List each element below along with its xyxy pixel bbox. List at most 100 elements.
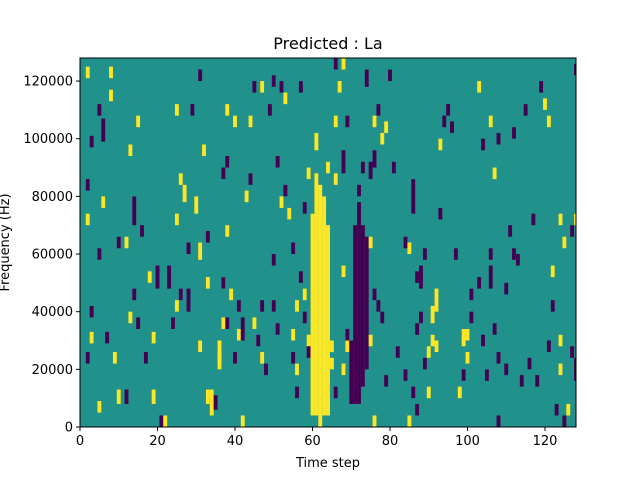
heatmap-cell [469, 288, 474, 301]
heatmap-cell [225, 225, 230, 237]
heatmap-cell [357, 184, 361, 197]
heatmap-cell [298, 271, 303, 283]
heatmap-cell [368, 161, 373, 180]
y-tick-label: 80000 [32, 190, 73, 205]
heatmap-cell [341, 265, 346, 278]
heatmap-cell [105, 331, 110, 344]
heatmap-cell [504, 363, 509, 376]
heatmap-cell [326, 225, 330, 416]
heatmap-cell [85, 213, 90, 226]
heatmap-cell [295, 300, 299, 312]
heatmap-cell [419, 311, 423, 324]
heatmap-cell [233, 352, 237, 364]
heatmap-cell [326, 161, 330, 174]
heatmap-cell [519, 375, 524, 387]
heatmap-cell [97, 401, 102, 413]
heatmap-cell [426, 386, 431, 399]
heatmap-cell [357, 202, 361, 404]
heatmap-cell [186, 242, 191, 255]
heatmap-cell [256, 334, 261, 347]
heatmap-cell [508, 225, 513, 237]
heatmap-cell [558, 213, 563, 226]
heatmap-cell [415, 323, 420, 335]
heatmap-cell [322, 196, 327, 416]
heatmap-cell [252, 81, 257, 93]
heatmap-cell [85, 179, 90, 191]
x-tick-label: 60 [304, 434, 321, 449]
heatmap-cell [481, 138, 485, 151]
heatmap-cell [360, 225, 365, 387]
heatmap-cell [403, 236, 408, 249]
heatmap-cell [194, 196, 199, 214]
heatmap-cell [85, 352, 90, 364]
heatmap-cell [240, 317, 245, 341]
heatmap-cell [380, 311, 385, 324]
heatmap-cell [225, 317, 230, 329]
y-tick-label: 60000 [32, 248, 73, 263]
heatmap-cell [345, 328, 350, 341]
heatmap-cell [151, 331, 156, 344]
heatmap-cell [198, 340, 203, 353]
heatmap-cell [306, 167, 311, 180]
x-tick-label: 0 [76, 434, 84, 449]
heatmap-cell [391, 161, 396, 174]
heatmap-cells [85, 58, 576, 427]
heatmap-cell [570, 225, 575, 237]
heatmap-cell [492, 167, 497, 180]
heatmap-cell [136, 115, 141, 128]
heatmap-cell [372, 288, 377, 301]
heatmap-cell [415, 271, 420, 283]
heatmap-cell [376, 300, 381, 312]
heatmap-cell [225, 156, 230, 168]
heatmap-cell [89, 305, 94, 318]
heatmap-cell [128, 311, 133, 324]
heatmap-cell [422, 357, 427, 370]
heatmap-cell [128, 144, 133, 157]
chart-title: Predicted : La [273, 34, 382, 53]
heatmap-cell [151, 389, 156, 404]
heatmap-cell [291, 328, 296, 341]
heatmap-cell [539, 81, 544, 93]
heatmap-cell [163, 415, 168, 427]
heatmap-cell [558, 363, 563, 376]
heatmap-cell [415, 403, 420, 416]
heatmap-cell [554, 403, 559, 416]
heatmap-cell [167, 265, 172, 289]
heatmap-cell [229, 288, 234, 301]
heatmap-cell [372, 115, 377, 128]
heatmap-cell [372, 415, 377, 427]
heatmap-cell [562, 236, 567, 249]
heatmap-cell [453, 248, 458, 260]
heatmap-cell [267, 104, 272, 116]
heatmap-cell [465, 328, 470, 341]
heatmap-cell [360, 161, 365, 174]
heatmap-cell [531, 213, 536, 226]
heatmap-cell [198, 69, 203, 82]
heatmap-cell [233, 115, 237, 128]
heatmap-cell [89, 135, 94, 148]
heatmap-cell [302, 311, 307, 324]
heatmap-cell [523, 104, 528, 116]
heatmap-cell [271, 254, 276, 266]
heatmap-cell [426, 346, 431, 358]
heatmap-cell [260, 81, 265, 93]
heatmap-cell [314, 132, 319, 151]
heatmap-cell [190, 104, 195, 116]
heatmap-cell [329, 340, 334, 353]
heatmap-cell [388, 69, 392, 82]
heatmap-cell [546, 115, 551, 128]
heatmap-cell [574, 213, 576, 226]
heatmap-cell [364, 69, 369, 87]
heatmap-cell [446, 104, 451, 116]
heatmap-cell [302, 288, 307, 301]
heatmap-cell [430, 305, 435, 324]
heatmap-cell [101, 118, 106, 142]
heatmap-cell [341, 150, 346, 174]
heatmap-cell [512, 127, 516, 139]
heatmap-cell [411, 179, 416, 214]
heatmap-cell [496, 415, 501, 427]
heatmap-cell [271, 300, 276, 312]
heatmap-cell [248, 173, 253, 185]
heatmap-cell [221, 317, 226, 329]
heatmap-cell [132, 288, 137, 301]
